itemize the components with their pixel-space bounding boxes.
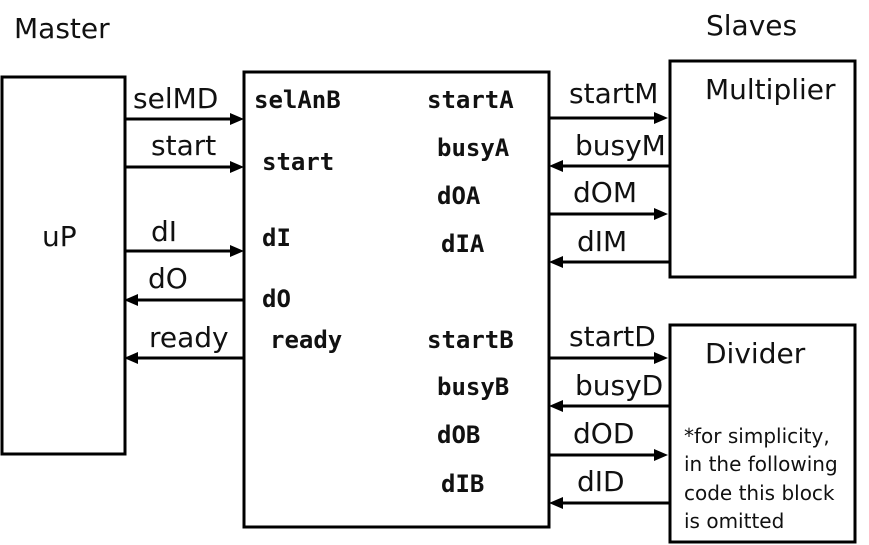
port-busya: busyA	[437, 134, 510, 162]
busym-label: busyM	[575, 129, 666, 162]
dod-label: dOD	[573, 417, 634, 450]
port-start: start	[262, 148, 334, 176]
dom-arrowhead	[654, 208, 668, 220]
busyd-arrowhead	[549, 400, 563, 412]
startd-label: startD	[569, 320, 656, 353]
port-dia: dIA	[441, 230, 485, 258]
port-di: dI	[262, 224, 291, 252]
start-arrowhead	[230, 161, 244, 173]
did-arrowhead	[549, 497, 563, 509]
busym-arrowhead	[549, 160, 563, 172]
busyd-label: busyD	[575, 369, 663, 402]
do-label: dO	[148, 262, 188, 295]
port-dib: dIB	[441, 470, 484, 498]
selmd-label: selMD	[133, 82, 218, 115]
port-ready: ready	[270, 326, 342, 354]
up-label: uP	[42, 220, 77, 253]
port-do: dO	[262, 285, 291, 313]
did-label: dID	[577, 465, 625, 498]
ready-label: ready	[149, 321, 229, 354]
divider-note-line-2: in the following	[684, 452, 838, 476]
port-busyb: busyB	[437, 373, 509, 401]
startm-arrowhead	[654, 112, 668, 124]
up-block	[0, 75, 127, 456]
arbiter-block	[242, 70, 551, 529]
startd-arrowhead	[654, 352, 668, 364]
dim-arrowhead	[549, 256, 563, 268]
ready-arrowhead	[124, 352, 138, 364]
port-doa: dOA	[437, 182, 481, 210]
startm-label: startM	[569, 77, 658, 110]
multiplier-label: Multiplier	[705, 73, 836, 106]
dim-label: dIM	[577, 225, 627, 258]
dom-label: dOM	[573, 176, 637, 209]
slaves-heading: Slaves	[706, 9, 797, 42]
port-selanb: selAnB	[254, 86, 341, 114]
di-label: dI	[151, 215, 177, 248]
di-arrowhead	[230, 245, 244, 257]
port-dob: dOB	[437, 421, 480, 449]
master-heading: Master	[14, 12, 110, 45]
divider-note-line-1: *for simplicity,	[684, 424, 830, 448]
dod-arrowhead	[654, 449, 668, 461]
port-starta: startA	[427, 86, 514, 114]
divider-label: Divider	[705, 337, 806, 370]
divider-note-line-4: is omitted	[684, 509, 784, 533]
do-arrowhead	[124, 294, 138, 306]
selmd-arrowhead	[230, 113, 244, 125]
divider-block	[668, 323, 857, 544]
multiplier-block	[668, 59, 857, 279]
start-label: start	[151, 129, 216, 162]
divider-note-line-3: code this block	[684, 481, 835, 505]
port-startb: startB	[427, 326, 514, 354]
